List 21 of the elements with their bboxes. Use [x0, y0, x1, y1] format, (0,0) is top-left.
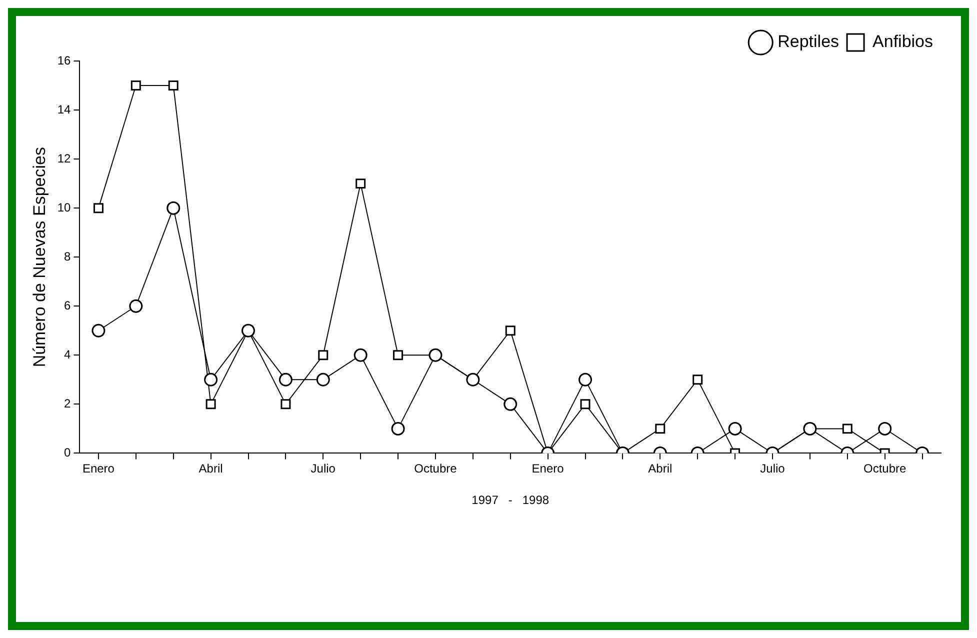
y-tick-label: 16 [57, 53, 72, 68]
x-tick-label: Enero [532, 462, 564, 476]
x-tick-label: Octubre [414, 462, 458, 476]
y-tick-label: 8 [64, 249, 72, 264]
legend-label: Anfibios [872, 32, 934, 52]
x-tick-label: Julio [760, 462, 786, 476]
y-tick-label: 0 [64, 446, 72, 460]
legend-label: Reptiles [778, 32, 840, 52]
x-axis-title: 1997 - 1998 [472, 493, 550, 508]
y-tick-label: 2 [64, 396, 72, 410]
x-tick-label: Julio [310, 462, 336, 476]
x-tick-label: Octubre [863, 462, 906, 476]
y-tick-label: 14 [57, 102, 72, 116]
x-tick-label: Enero [82, 462, 115, 476]
y-tick-label: 6 [64, 298, 72, 312]
y-tick-label: 4 [64, 347, 72, 362]
x-tick-label: Abril [648, 462, 672, 476]
y-tick-label: 10 [57, 200, 72, 214]
x-tick-label: Abril [198, 462, 223, 476]
y-axis-title: Número de Nuevas Especies [30, 147, 49, 368]
y-tick-label: 12 [57, 151, 72, 166]
